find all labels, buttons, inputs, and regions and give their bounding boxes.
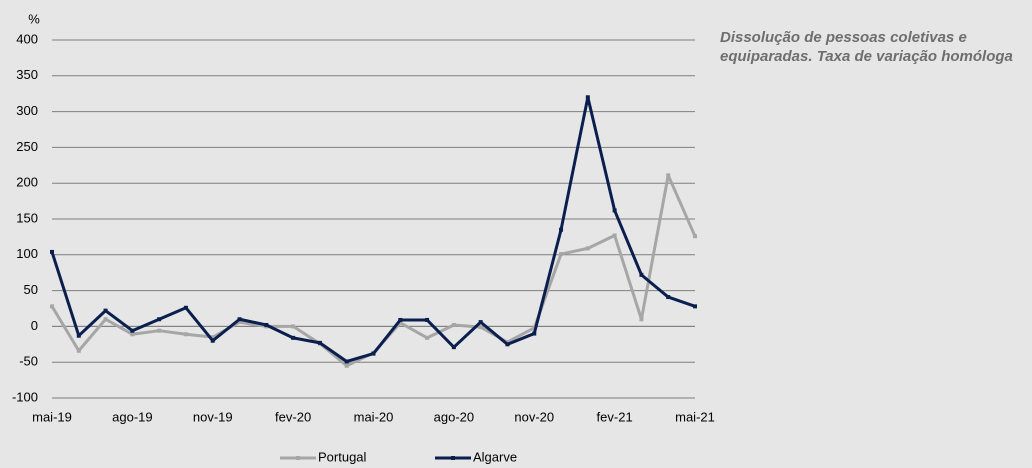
point-marker (210, 338, 215, 343)
y-tick-label: -100 (12, 389, 38, 404)
point-marker (130, 332, 135, 337)
point-marker (612, 233, 617, 238)
point-marker (639, 317, 644, 322)
point-marker (237, 317, 242, 322)
point-marker (478, 325, 483, 330)
y-tick-label: 350 (16, 67, 38, 82)
y-tick-label: 150 (16, 210, 38, 225)
y-unit: % (28, 11, 40, 26)
point-marker (50, 304, 54, 309)
point-marker (50, 249, 54, 254)
y-tick-label: -50 (19, 354, 38, 369)
y-tick-label: 400 (16, 31, 38, 46)
point-marker (130, 328, 135, 333)
point-marker (505, 342, 510, 347)
x-tick-label: fev-21 (597, 409, 633, 424)
point-marker (157, 317, 162, 322)
point-marker (425, 335, 430, 340)
legend-label: Algarve (473, 449, 517, 464)
legend-marker (451, 456, 455, 460)
x-tick-label: ago-19 (112, 409, 152, 424)
point-marker (559, 252, 564, 257)
x-tick-label: mai-21 (675, 409, 715, 424)
point-marker (76, 333, 81, 338)
point-marker (237, 320, 242, 325)
x-tick-label: nov-19 (193, 409, 233, 424)
point-marker (532, 331, 537, 336)
point-marker (183, 305, 188, 310)
point-marker (693, 304, 697, 309)
x-tick-label: ago-20 (434, 409, 474, 424)
point-marker (559, 227, 564, 232)
y-tick-label: 200 (16, 175, 38, 190)
point-marker (505, 340, 510, 345)
point-marker (451, 345, 456, 350)
y-tick-label: 50 (24, 282, 38, 297)
x-tick-label: mai-20 (354, 409, 394, 424)
point-marker (666, 173, 671, 178)
legend-marker (296, 456, 300, 460)
point-marker (264, 322, 269, 327)
y-tick-label: 100 (16, 246, 38, 261)
point-marker (344, 359, 349, 364)
point-marker (371, 351, 376, 356)
point-marker (425, 317, 430, 322)
series-line (50, 173, 697, 368)
point-marker (317, 340, 322, 345)
y-tick-label: 0 (31, 318, 38, 333)
y-tick-label: 300 (16, 103, 38, 118)
point-marker (612, 208, 617, 213)
point-marker (291, 324, 296, 329)
x-tick-label: fev-20 (275, 409, 311, 424)
legend-label: Portugal (318, 449, 367, 464)
series-line (50, 95, 696, 363)
point-marker (639, 272, 644, 277)
point-marker (478, 320, 483, 325)
point-marker (585, 246, 590, 251)
y-tick-label: 250 (16, 139, 38, 154)
point-marker (210, 335, 215, 340)
point-marker (76, 348, 81, 353)
chart-title: Dissolução de pessoas coletivas e equipa… (720, 29, 1013, 65)
point-marker (157, 328, 162, 333)
point-marker (103, 317, 108, 322)
point-marker (451, 322, 456, 327)
point-marker (693, 234, 697, 239)
point-marker (103, 308, 108, 313)
x-tick-label: mai-19 (32, 409, 72, 424)
point-marker (291, 335, 296, 340)
point-marker (585, 95, 590, 100)
x-tick-label: nov-20 (514, 409, 554, 424)
point-marker (398, 320, 403, 325)
point-marker (398, 317, 403, 322)
point-marker (344, 363, 349, 368)
point-marker (183, 332, 188, 337)
point-marker (666, 295, 671, 300)
